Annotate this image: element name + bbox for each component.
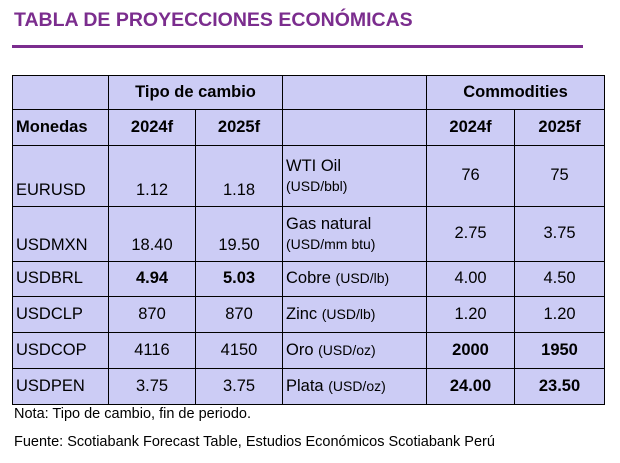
- cm-2025-cell: 1950: [513, 332, 606, 370]
- cm-2024-cell: 2000: [426, 332, 515, 370]
- empty-header-cell: [12, 75, 109, 110]
- currency-cell: USDPEN: [12, 368, 109, 405]
- column-header-row: Monedas 2024f 2025f 2024f 2025f: [12, 108, 606, 146]
- projections-table: Tipo de cambio Commodities Monedas 2024f…: [12, 75, 606, 405]
- note-text: Nota: Tipo de cambio, fin de periodo.: [14, 406, 251, 422]
- fx-2025-cell: 19.50: [195, 205, 283, 262]
- commodity-name: WTI Oil: [286, 156, 341, 175]
- fx-2025-cell: 1.18: [195, 144, 283, 207]
- currency-cell: EURUSD: [12, 144, 109, 207]
- table-row: USDCLP 870 870 Zinc (USD/lb) 1.20 1.20: [12, 296, 606, 334]
- commodity-name: Gas natural: [286, 214, 372, 233]
- commodity-unit: (USD/oz): [328, 378, 386, 395]
- page-title: TABLA DE PROYECCIONES ECONÓMICAS: [14, 9, 413, 31]
- cm-2025-cell: 4.50: [513, 260, 606, 298]
- commodity-cell: Gas natural (USD/mm btu): [282, 205, 427, 262]
- fx-2025-cell: 870: [195, 296, 283, 334]
- commodity-name: Zinc: [286, 305, 318, 324]
- commodity-unit: (USD/bbl): [286, 177, 348, 194]
- commodity-cell: Zinc (USD/lb): [282, 296, 427, 334]
- commodity-name: Plata: [286, 377, 324, 396]
- cm-2025-cell: 23.50: [513, 368, 606, 405]
- commodity-unit: (USD/lb): [321, 306, 376, 323]
- commodity-unit: (USD/mm btu): [286, 235, 376, 252]
- fx-2025-cell: 5.03: [195, 260, 283, 298]
- commodity-unit: (USD/oz): [318, 342, 376, 359]
- cm-2024-cell: 24.00: [426, 368, 515, 405]
- source-text: Fuente: Scotiabank Forecast Table, Estud…: [14, 434, 495, 450]
- col-header-cm-2024: 2024f: [426, 108, 515, 146]
- commodity-cell: WTI Oil (USD/bbl): [282, 144, 427, 207]
- group-header-commodities: Commodities: [425, 75, 606, 110]
- table-row: USDMXN 18.40 19.50 Gas natural (USD/mm b…: [12, 205, 606, 262]
- commodity-name: Oro: [286, 341, 314, 360]
- commodity-cell: Cobre (USD/lb): [282, 260, 427, 298]
- commodity-cell: Oro (USD/oz): [282, 332, 427, 370]
- fx-2024-cell: 870: [108, 296, 196, 334]
- table-row: USDBRL 4.94 5.03 Cobre (USD/lb) 4.00 4.5…: [12, 260, 606, 298]
- table-row: USDPEN 3.75 3.75 Plata (USD/oz) 24.00 23…: [12, 368, 606, 405]
- table-row: USDCOP 4116 4150 Oro (USD/oz) 2000 1950: [12, 332, 606, 370]
- cm-2025-cell: 3.75: [513, 205, 606, 262]
- commodity-name: Cobre: [286, 269, 331, 288]
- currency-cell: USDCOP: [12, 332, 109, 370]
- group-header-row: Tipo de cambio Commodities: [12, 75, 606, 110]
- fx-2025-cell: 3.75: [195, 368, 283, 405]
- col-header-fx-2024: 2024f: [108, 108, 196, 146]
- title-divider: [12, 45, 583, 48]
- cm-2025-cell: 1.20: [513, 296, 606, 334]
- currency-cell: USDBRL: [12, 260, 109, 298]
- col-header-monedas: Monedas: [12, 108, 109, 146]
- empty-header-cell: [282, 75, 427, 110]
- fx-2024-cell: 3.75: [108, 368, 196, 405]
- currency-cell: USDCLP: [12, 296, 109, 334]
- fx-2024-cell: 18.40: [108, 205, 196, 262]
- group-header-fx: Tipo de cambio: [108, 75, 283, 110]
- commodity-unit: (USD/lb): [335, 270, 390, 287]
- col-header-empty: [282, 108, 427, 146]
- cm-2024-cell: 1.20: [426, 296, 515, 334]
- currency-cell: USDMXN: [12, 205, 109, 262]
- cm-2024-cell: 4.00: [426, 260, 515, 298]
- commodity-cell: Plata (USD/oz): [282, 368, 427, 405]
- fx-2025-cell: 4150: [195, 332, 283, 370]
- cm-2024-cell: 2.75: [426, 205, 515, 262]
- fx-2024-cell: 1.12: [108, 144, 196, 207]
- table-row: EURUSD 1.12 1.18 WTI Oil (USD/bbl) 76 75: [12, 144, 606, 207]
- cm-2024-cell: 76: [426, 144, 515, 207]
- col-header-fx-2025: 2025f: [195, 108, 283, 146]
- fx-2024-cell: 4.94: [108, 260, 196, 298]
- cm-2025-cell: 75: [513, 144, 606, 207]
- col-header-cm-2025: 2025f: [513, 108, 606, 146]
- fx-2024-cell: 4116: [108, 332, 196, 370]
